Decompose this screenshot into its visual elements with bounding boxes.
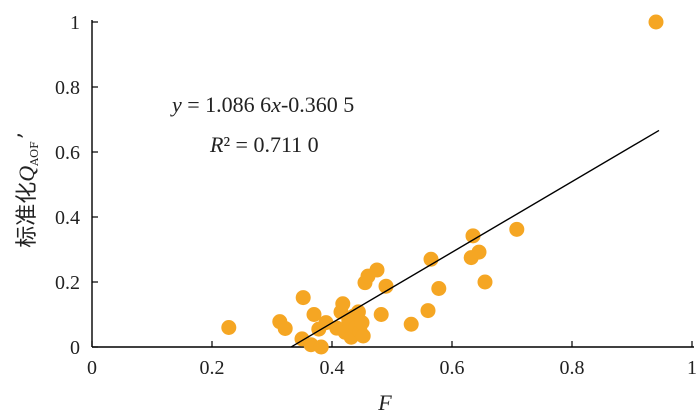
data-points — [221, 14, 664, 355]
x-tick-label: 1 — [687, 357, 697, 379]
axis-ticks: 0 0.2 0.4 0.6 0.8 1 0 0.2 0.4 0.6 0.8 1 — [55, 12, 697, 379]
data-point — [431, 281, 447, 296]
y-tick-label: 0.4 — [55, 207, 80, 229]
y-axis-title-suffix: ’ — [15, 132, 40, 139]
x-axis-title: F — [377, 390, 392, 415]
y-tick-label: 0 — [70, 337, 80, 359]
data-point — [221, 320, 237, 335]
data-point — [306, 307, 322, 322]
data-point — [373, 307, 389, 322]
data-point — [378, 278, 394, 294]
y-tick-label: 1 — [70, 12, 80, 34]
data-point — [471, 244, 487, 260]
data-point — [354, 315, 370, 331]
regression-line — [290, 129, 660, 348]
axes — [91, 20, 694, 348]
data-point — [477, 274, 493, 290]
data-point — [403, 316, 419, 332]
x-tick-label: 0.4 — [320, 357, 345, 379]
r-squared-label: R² = 0.711 0 — [209, 132, 319, 157]
y-axis-title-prefix: 标准化 — [15, 182, 40, 248]
x-tick-label: 0 — [87, 357, 97, 379]
regression-equation: y = 1.086 6x-0.360 5 — [170, 92, 354, 117]
data-point — [465, 228, 481, 244]
data-point — [355, 328, 371, 344]
data-point — [420, 303, 436, 319]
fit-line-group — [290, 129, 660, 348]
data-point — [648, 14, 664, 30]
data-point — [277, 320, 293, 336]
y-tick-label: 0.6 — [55, 142, 80, 164]
y-tick-label: 0.2 — [55, 272, 80, 294]
data-point — [335, 296, 351, 312]
y-axis-title-subscript: AOF — [28, 141, 41, 167]
data-point — [509, 221, 525, 237]
x-tick-label: 0.6 — [440, 357, 465, 379]
x-tick-label: 0.8 — [560, 357, 585, 379]
y-axis-title: 标准化QAOF ’ — [14, 132, 41, 248]
y-tick-label: 0.8 — [55, 77, 80, 99]
data-point — [369, 262, 385, 278]
data-point — [295, 290, 311, 306]
data-point — [313, 339, 329, 355]
y-axis-title-symbol: Q — [14, 166, 39, 182]
x-tick-label: 0.2 — [200, 357, 225, 379]
